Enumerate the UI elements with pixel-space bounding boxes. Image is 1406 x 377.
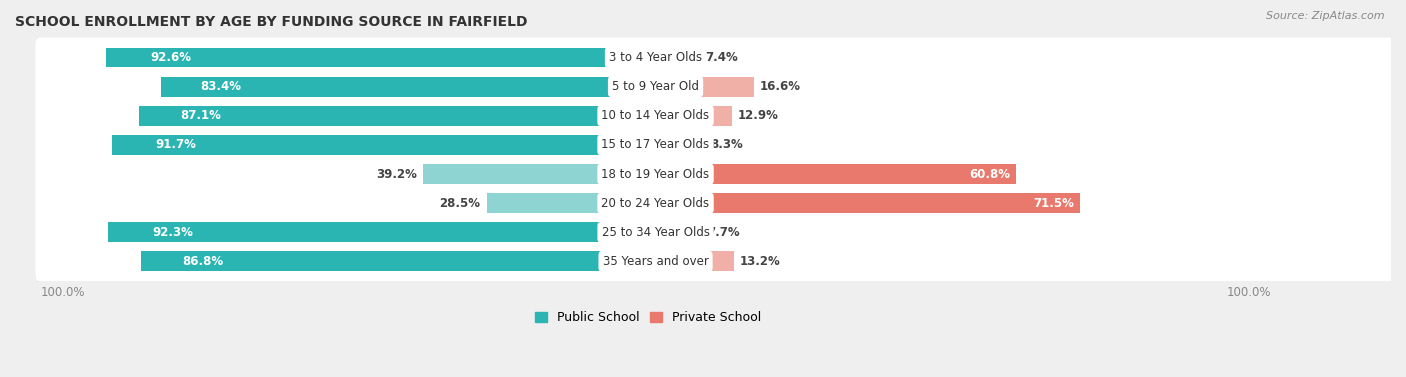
- FancyBboxPatch shape: [35, 182, 1395, 224]
- Text: 18 to 19 Year Olds: 18 to 19 Year Olds: [602, 167, 710, 181]
- Legend: Public School, Private School: Public School, Private School: [530, 307, 766, 329]
- FancyBboxPatch shape: [35, 153, 1395, 195]
- Text: 13.2%: 13.2%: [740, 255, 780, 268]
- FancyBboxPatch shape: [35, 211, 1395, 253]
- FancyBboxPatch shape: [35, 37, 1395, 78]
- Text: 20 to 24 Year Olds: 20 to 24 Year Olds: [602, 197, 710, 210]
- FancyBboxPatch shape: [35, 95, 1395, 137]
- Text: 86.8%: 86.8%: [181, 255, 224, 268]
- Text: 35 Years and over: 35 Years and over: [603, 255, 709, 268]
- Bar: [141, 251, 655, 271]
- Text: Source: ZipAtlas.com: Source: ZipAtlas.com: [1267, 11, 1385, 21]
- Text: 3 to 4 Year Olds: 3 to 4 Year Olds: [609, 51, 702, 64]
- Bar: [655, 164, 1017, 184]
- Text: 83.4%: 83.4%: [201, 80, 242, 93]
- Text: 16.6%: 16.6%: [759, 80, 801, 93]
- FancyBboxPatch shape: [35, 154, 1395, 194]
- Bar: [160, 77, 655, 97]
- Text: 12.9%: 12.9%: [738, 109, 779, 122]
- Text: 91.7%: 91.7%: [155, 138, 195, 152]
- Bar: [655, 135, 704, 155]
- FancyBboxPatch shape: [35, 37, 1395, 78]
- FancyBboxPatch shape: [35, 66, 1395, 108]
- Text: 28.5%: 28.5%: [440, 197, 481, 210]
- FancyBboxPatch shape: [35, 183, 1395, 223]
- Bar: [655, 222, 702, 242]
- FancyBboxPatch shape: [35, 241, 1395, 282]
- Bar: [111, 135, 655, 155]
- Text: 5 to 9 Year Old: 5 to 9 Year Old: [612, 80, 699, 93]
- FancyBboxPatch shape: [35, 241, 1395, 282]
- Text: 7.4%: 7.4%: [706, 51, 738, 64]
- Text: 60.8%: 60.8%: [969, 167, 1011, 181]
- Text: 92.6%: 92.6%: [150, 51, 191, 64]
- Text: 92.3%: 92.3%: [152, 226, 193, 239]
- Text: 39.2%: 39.2%: [377, 167, 418, 181]
- FancyBboxPatch shape: [35, 95, 1395, 136]
- Text: 8.3%: 8.3%: [710, 138, 744, 152]
- FancyBboxPatch shape: [35, 124, 1395, 166]
- Text: 15 to 17 Year Olds: 15 to 17 Year Olds: [602, 138, 710, 152]
- Bar: [423, 164, 655, 184]
- Bar: [655, 251, 734, 271]
- Bar: [486, 193, 655, 213]
- Text: SCHOOL ENROLLMENT BY AGE BY FUNDING SOURCE IN FAIRFIELD: SCHOOL ENROLLMENT BY AGE BY FUNDING SOUR…: [15, 15, 527, 29]
- Bar: [655, 77, 754, 97]
- Text: 25 to 34 Year Olds: 25 to 34 Year Olds: [602, 226, 710, 239]
- Bar: [107, 48, 655, 67]
- Text: 87.1%: 87.1%: [180, 109, 221, 122]
- Bar: [655, 193, 1080, 213]
- FancyBboxPatch shape: [35, 212, 1395, 253]
- FancyBboxPatch shape: [35, 125, 1395, 165]
- Bar: [108, 222, 655, 242]
- Text: 71.5%: 71.5%: [1033, 197, 1074, 210]
- Text: 10 to 14 Year Olds: 10 to 14 Year Olds: [602, 109, 710, 122]
- FancyBboxPatch shape: [35, 66, 1395, 107]
- Bar: [655, 106, 733, 126]
- Bar: [655, 48, 699, 67]
- Text: 7.7%: 7.7%: [707, 226, 740, 239]
- Bar: [139, 106, 655, 126]
